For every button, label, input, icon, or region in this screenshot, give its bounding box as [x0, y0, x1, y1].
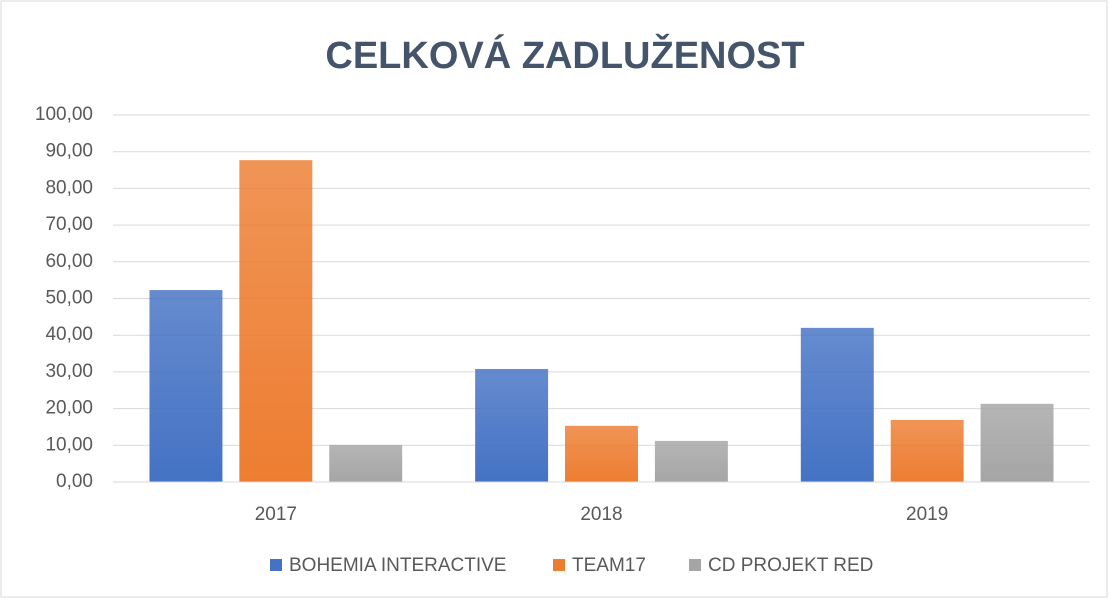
bar [329, 444, 403, 482]
bar [890, 419, 964, 482]
legend-label: TEAM17 [572, 555, 646, 576]
y-tick-label: 50,00 [45, 288, 93, 309]
y-tick-label: 30,00 [45, 361, 93, 382]
x-tick-label: 2019 [906, 504, 948, 525]
y-tick-label: 90,00 [45, 141, 93, 162]
x-tick-label: 2017 [255, 504, 297, 525]
y-tick-label: 60,00 [45, 251, 93, 272]
legend-label: CD PROJEKT RED [708, 555, 873, 576]
y-tick-label: 10,00 [45, 434, 93, 455]
y-tick-label: 80,00 [45, 177, 93, 198]
legend-swatch [553, 559, 565, 571]
y-tick-label: 70,00 [45, 214, 93, 235]
bar [565, 425, 638, 482]
bar [239, 160, 313, 483]
y-tick-label: 40,00 [45, 324, 93, 345]
x-tick-label: 2018 [580, 504, 622, 525]
bar [654, 440, 728, 482]
bar [475, 368, 549, 482]
bar [149, 290, 223, 482]
chart-title: CELKOVÁ ZADLUŽENOST [325, 33, 804, 77]
bar [800, 327, 874, 482]
legend-swatch [270, 559, 282, 571]
y-tick-label: 0,00 [56, 471, 93, 492]
bar [980, 403, 1054, 482]
y-tick-label: 100,00 [35, 104, 93, 125]
legend-label: BOHEMIA INTERACTIVE [289, 555, 506, 576]
y-tick-label: 20,00 [45, 398, 93, 419]
legend-swatch [689, 559, 701, 571]
